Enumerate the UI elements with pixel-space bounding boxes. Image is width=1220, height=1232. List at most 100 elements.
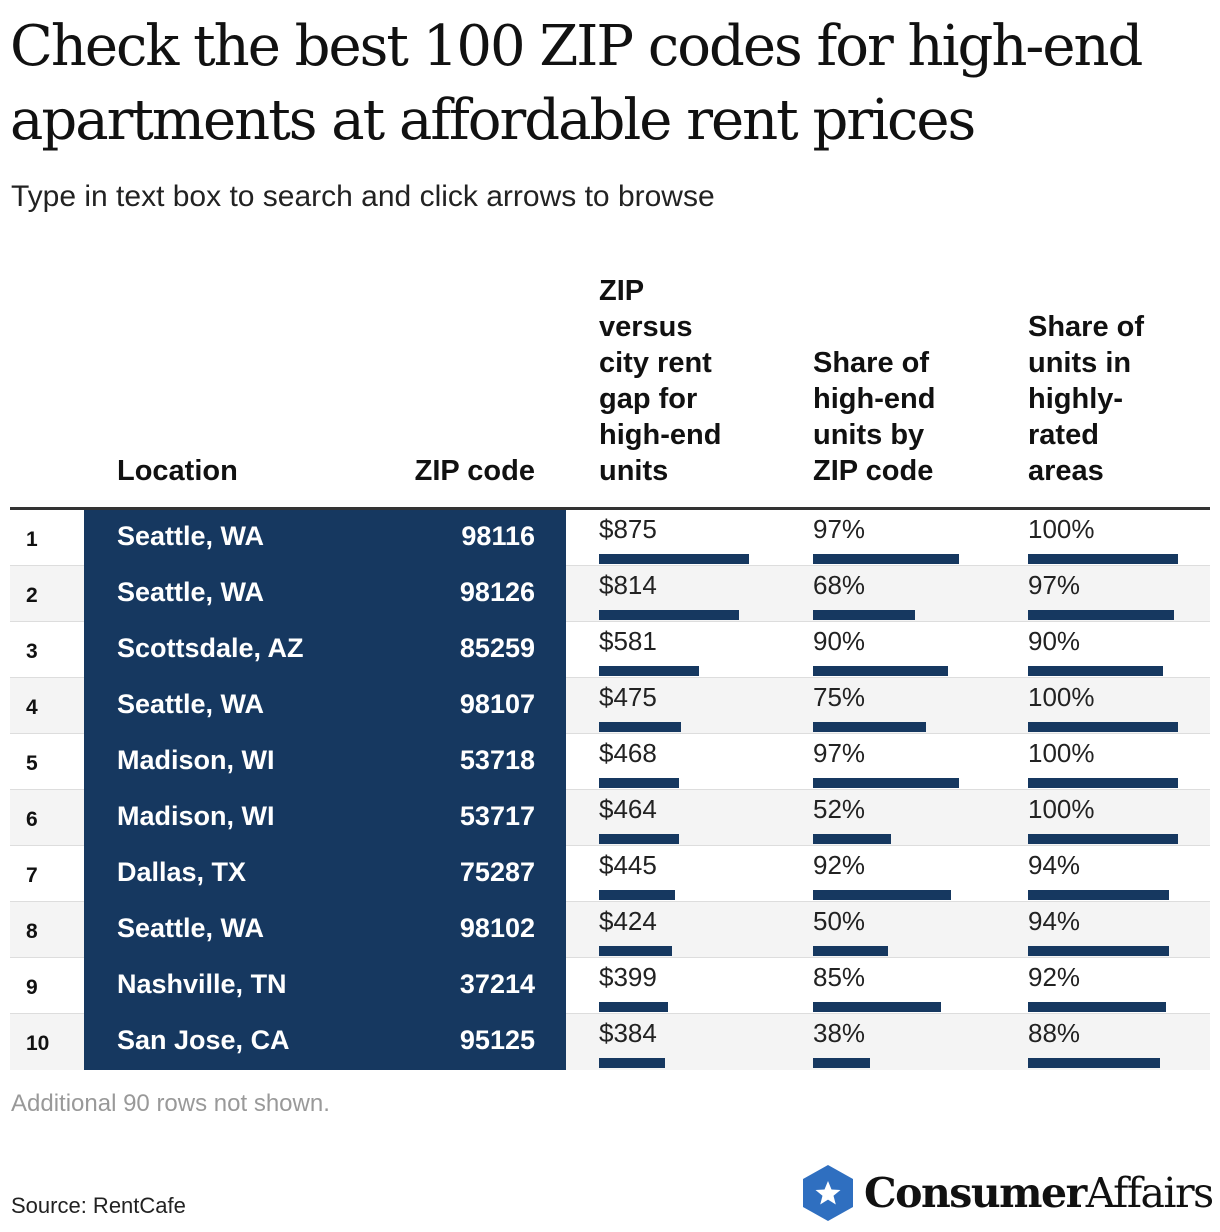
rank-number: 8 [26,920,38,943]
brand-name: ConsumerAffairs [864,1168,1214,1218]
rated-cell: 88% [1028,1018,1188,1068]
share-bar-track [813,666,973,676]
share-value-label: 85% [813,962,866,992]
table-row: 5 Madison, WI 53718 $468 97% 100% [10,734,1210,790]
header-rent-gap: ZIP versus city rent gap for high-end un… [599,273,789,489]
zip-code-value: 98126 [459,577,535,607]
chart-subtitle: Type in text box to search and click arr… [11,180,715,213]
header-share-highly-rated-line: rated [1028,419,1099,451]
rank-number: 6 [26,808,38,831]
location-name: Seattle, WA [117,913,265,943]
zip-code-value: 95125 [459,1025,535,1055]
share-bar [813,778,959,788]
header-share-high-end: Share of high-end units by ZIP code [813,345,1003,489]
zip-code-value: 37214 [459,969,535,999]
rated-bar [1028,1002,1166,1012]
gap-value-label: $475 [599,682,657,712]
share-value-label: 97% [813,738,866,768]
rated-bar [1028,834,1178,844]
share-cell: 52% [813,794,973,844]
header-rent-gap-line: city rent [599,347,712,379]
gap-bar [599,722,681,732]
gap-value-label: $468 [599,738,657,768]
share-bar [813,666,948,676]
share-bar-track [813,946,973,956]
rated-value-label: 100% [1028,514,1095,544]
share-bar [813,834,891,844]
rated-cell: 97% [1028,570,1188,620]
rated-bar-track [1028,834,1188,844]
rated-bar-track [1028,666,1188,676]
header-rent-gap-line: high-end [599,419,722,451]
gap-cell: $424 [599,906,759,956]
zip-code-value: 53717 [459,801,535,831]
share-value-label: 90% [813,626,866,656]
share-value-label: 38% [813,1018,866,1048]
location-name: Seattle, WA [117,521,265,551]
brand-logo: ConsumerAffairs [800,1163,1214,1223]
rated-value-label: 90% [1028,626,1081,656]
zip-code-value: 75287 [459,857,535,887]
share-value-label: 52% [813,794,866,824]
rated-cell: 92% [1028,962,1188,1012]
rated-bar [1028,890,1169,900]
share-cell: 90% [813,626,973,676]
table-row: 3 Scottsdale, AZ 85259 $581 90% 90% [10,622,1210,678]
rated-value-label: 94% [1028,906,1081,936]
share-bar-track [813,554,973,564]
rated-bar [1028,722,1178,732]
gap-bar [599,778,679,788]
gap-bar [599,554,749,564]
rated-bar [1028,778,1178,788]
share-bar [813,722,926,732]
header-share-highly-rated-line: areas [1028,455,1104,487]
gap-value-label: $814 [599,570,657,600]
header-rent-gap-line: ZIP [599,275,645,307]
header-rent-gap-line: versus [599,311,693,343]
location-column-highlight [84,510,566,1070]
rankings-table: 1 Seattle, WA 98116 $875 97% 100% 2 Seattle, WA… [10,510,1210,1070]
header-zip-code: ZIP code [414,455,535,487]
gap-value-label: $464 [599,794,657,824]
rated-cell: 94% [1028,906,1188,956]
gap-cell: $399 [599,962,759,1012]
gap-bar [599,834,679,844]
gap-value-label: $445 [599,850,657,880]
share-bar-track [813,834,973,844]
rank-number: 1 [26,528,38,551]
location-name: Seattle, WA [117,577,265,607]
rated-cell: 100% [1028,738,1188,788]
share-value-label: 92% [813,850,866,880]
gap-bar-track [599,554,759,564]
rated-value-label: 97% [1028,570,1081,600]
rank-number: 7 [26,864,38,887]
header-divider [10,507,1210,510]
share-value-label: 97% [813,514,866,544]
gap-cell: $468 [599,738,759,788]
gap-value-label: $424 [599,906,657,936]
gap-bar-track [599,722,759,732]
gap-bar-track [599,890,759,900]
gap-bar-track [599,610,759,620]
gap-bar-track [599,834,759,844]
rank-number: 10 [26,1032,50,1055]
share-cell: 92% [813,850,973,900]
location-name: Nashville, TN [117,969,287,999]
chart-title: Check the best 100 ZIP codes for high-en… [10,14,1143,153]
rank-number: 9 [26,976,38,999]
header-share-high-end-line: Share of [813,347,930,379]
share-cell: 68% [813,570,973,620]
rated-bar [1028,1058,1160,1068]
header-share-highly-rated-line: highly- [1028,383,1124,415]
share-bar [813,554,959,564]
table-row: 7 Dallas, TX 75287 $445 92% 94% [10,846,1210,902]
rated-value-label: 100% [1028,682,1095,712]
rated-bar-track [1028,890,1188,900]
rank-number: 4 [26,696,38,719]
rated-cell: 100% [1028,514,1188,564]
gap-bar-track [599,1058,759,1068]
gap-bar [599,1002,668,1012]
rated-cell: 100% [1028,682,1188,732]
location-name: Madison, WI [117,801,275,831]
share-bar-track [813,890,973,900]
